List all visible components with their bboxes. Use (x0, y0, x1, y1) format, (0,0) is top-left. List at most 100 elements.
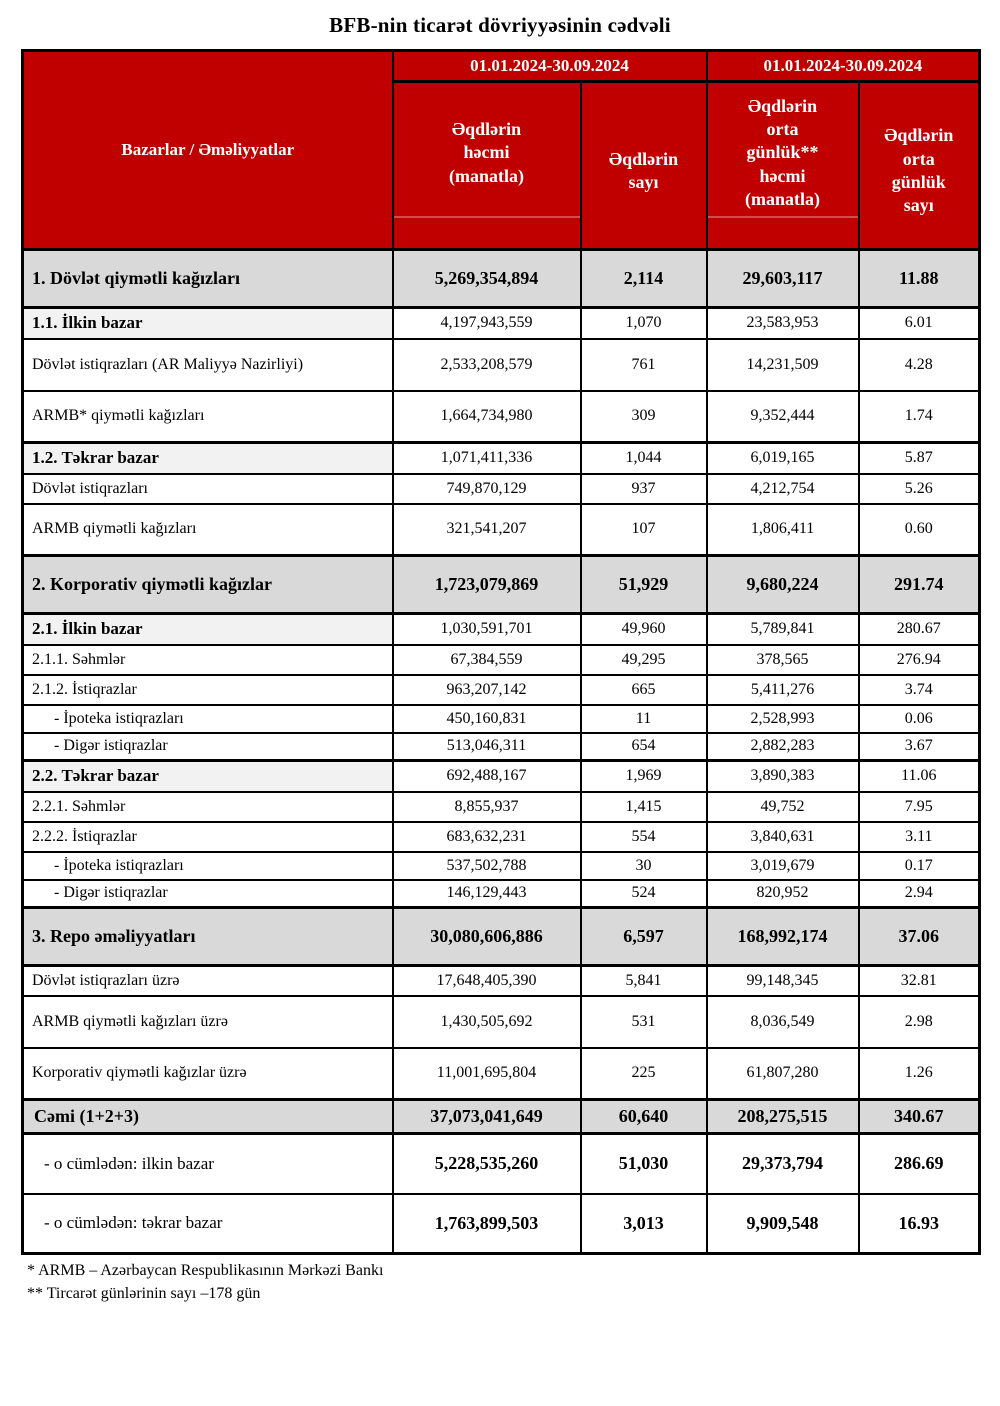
row-value: 1,664,734,980 (391, 389, 582, 444)
row-value: 1,806,411 (705, 502, 860, 557)
header-cell-divider (393, 216, 580, 218)
row-value: 9,680,224 (705, 554, 860, 615)
row-label: Dövlət istiqrazları (21, 472, 394, 505)
row-value: 1,044 (579, 441, 708, 475)
row-value: 2,533,208,579 (391, 337, 582, 392)
row-value: 554 (579, 820, 708, 853)
row-value: 29,373,794 (705, 1132, 860, 1195)
table-row: 1. Dövlət qiymətli kağızları 5,269,354,89… (21, 248, 981, 309)
table-row: ARMB qiymətli kağızları üzrə 1,430,505,69… (21, 994, 981, 1049)
col-header-avg-daily-volume-label: Əqdlərin orta günlük** həcmi (manatla) (745, 95, 821, 210)
row-value: 32.81 (857, 964, 981, 997)
page-title: BFB-nin ticarət dövriyyəsinin cədvəli (329, 13, 671, 37)
row-label: 2.1. İlkin bazar (21, 612, 394, 646)
table-row: Dövlət istiqrazları (AR Maliyyə Nazirliy… (21, 337, 981, 392)
col-header-deal-volume: Əqdlərin həcmi (manatla) (391, 80, 582, 251)
table-row: - o cümlədən: təkrar bazar 1,763,899,503 3… (21, 1192, 981, 1255)
row-value: 225 (579, 1046, 708, 1101)
row-value: 17,648,405,390 (391, 964, 582, 997)
row-value: 280.67 (857, 612, 981, 646)
row-value: 1,071,411,336 (391, 441, 582, 475)
row-value: 2,882,283 (705, 731, 860, 762)
table-row: 2.2. Təkrar bazar 692,488,167 1,969 3,890,3… (21, 759, 981, 793)
row-value: 60,640 (579, 1098, 708, 1135)
table-row: - o cümlədən: ilkin bazar 5,228,535,260 51… (21, 1132, 981, 1195)
row-value: 51,030 (579, 1132, 708, 1195)
row-value: 2,528,993 (705, 703, 860, 734)
row-value: 820,952 (705, 878, 860, 909)
row-value: 513,046,311 (391, 731, 582, 762)
row-label: ARMB qiymətli kağızları üzrə (21, 994, 394, 1049)
row-value: 309 (579, 389, 708, 444)
row-value: 7.95 (857, 790, 981, 823)
row-label: Korporativ qiymətli kağızlar üzrə (21, 1046, 394, 1101)
table-row: - Digər istiqrazlar 146,129,443 524 820,952… (21, 878, 981, 909)
table-row: - Digər istiqrazlar 513,046,311 654 2,882,2… (21, 731, 981, 762)
row-value: 321,541,207 (391, 502, 582, 557)
row-label: - İpoteka istiqrazları (21, 850, 394, 881)
row-value: 4.28 (857, 337, 981, 392)
table-row: ARMB qiymətli kağızları 321,541,207 107 1,8… (21, 502, 981, 557)
table-row: 2.2.1. Səhmlər 8,855,937 1,415 49,752 7.95 (21, 790, 981, 823)
row-label: 2.2.2. İstiqrazlar (21, 820, 394, 853)
row-value: 1,723,079,869 (391, 554, 582, 615)
table-row: 1.1. İlkin bazar 4,197,943,559 1,070 23,583… (21, 306, 981, 340)
row-label: 1.2. Təkrar bazar (21, 441, 394, 475)
row-label: - Digər istiqrazlar (21, 731, 394, 762)
row-value: 340.67 (857, 1098, 981, 1135)
col-header-deal-count: Əqdlərin sayı (579, 80, 708, 251)
row-value: 654 (579, 731, 708, 762)
row-value: 2.98 (857, 994, 981, 1049)
table-row: 2.1.2. İstiqrazlar 963,207,142 665 5,411,27… (21, 673, 981, 706)
period-header-left: 01.01.2024-30.09.2024 (391, 49, 708, 83)
table-row: 2. Korporativ qiymətli kağızlar 1,723,079… (21, 554, 981, 615)
row-value: 5,228,535,260 (391, 1132, 582, 1195)
row-label: 1.1. İlkin bazar (21, 306, 394, 340)
table-row: Korporativ qiymətli kağızlar üzrə 11,001,… (21, 1046, 981, 1101)
col-header-deal-volume-label: Əqdlərin həcmi (manatla) (449, 118, 524, 186)
row-value: 0.17 (857, 850, 981, 881)
table-row: Dövlət istiqrazları 749,870,129 937 4,212,7… (21, 472, 981, 505)
table-row: Dövlət istiqrazları üzrə 17,648,405,390 5,… (21, 964, 981, 997)
row-value: 3,840,631 (705, 820, 860, 853)
period-header-right: 01.01.2024-30.09.2024 (705, 49, 981, 83)
table-row: 2.1.1. Səhmlər 67,384,559 49,295 378,565 276… (21, 643, 981, 676)
footnote-armb: * ARMB – Azərbaycan Respublikasının Mərk… (27, 1262, 384, 1279)
row-value: 0.06 (857, 703, 981, 734)
row-value: 16.93 (857, 1192, 981, 1255)
row-label: 2.1.1. Səhmlər (21, 643, 394, 676)
row-value: 3,013 (579, 1192, 708, 1255)
row-label: ARMB* qiymətli kağızları (21, 389, 394, 444)
table-row: 2.2.2. İstiqrazlar 683,632,231 554 3,840,63… (21, 820, 981, 853)
row-value: 749,870,129 (391, 472, 582, 505)
row-value: 37.06 (857, 906, 981, 967)
row-value: 1,415 (579, 790, 708, 823)
table-row: 1.2. Təkrar bazar 1,071,411,336 1,044 6,019… (21, 441, 981, 475)
row-value: 51,929 (579, 554, 708, 615)
row-value: 61,807,280 (705, 1046, 860, 1101)
footnotes: * ARMB – Azərbaycan Respublikasının Mərk… (27, 1259, 1000, 1305)
header-cell-divider (707, 216, 858, 218)
row-label: Dövlət istiqrazları (AR Maliyyə Nazirliy… (21, 337, 394, 392)
row-value: 6,597 (579, 906, 708, 967)
col-header-markets-operations: Bazarlar / Əməliyyatlar (21, 49, 394, 251)
row-value: 0.60 (857, 502, 981, 557)
row-value: 531 (579, 994, 708, 1049)
row-value: 5,841 (579, 964, 708, 997)
row-value: 4,197,943,559 (391, 306, 582, 340)
col-header-deal-count-label: Əqdlərin sayı (608, 148, 679, 192)
row-value: 3,890,383 (705, 759, 860, 793)
row-value: 8,036,549 (705, 994, 860, 1049)
table-row: - İpoteka istiqrazları 450,160,831 11 2,528… (21, 703, 981, 734)
period-header-row: Bazarlar / Əməliyyatlar 01.01.2024-30.09… (21, 49, 981, 251)
table-row: Cəmi (1+2+3) 37,073,041,649 60,640 208,275,… (21, 1098, 981, 1135)
table-row: 2.1. İlkin bazar 1,030,591,701 49,960 5,789… (21, 612, 981, 646)
row-value: 5,411,276 (705, 673, 860, 706)
row-value: 5,269,354,894 (391, 248, 582, 309)
row-label: - Digər istiqrazlar (21, 878, 394, 909)
row-label: - İpoteka istiqrazları (21, 703, 394, 734)
row-value: 1.74 (857, 389, 981, 444)
table-body: 1. Dövlət qiymətli kağızları 5,269,354,89… (21, 248, 981, 1255)
table-row: ARMB* qiymətli kağızları 1,664,734,980 309… (21, 389, 981, 444)
column-header-row: Əqdlərin həcmi (manatla) Əqdlərin sayı Ə… (23, 80, 981, 251)
